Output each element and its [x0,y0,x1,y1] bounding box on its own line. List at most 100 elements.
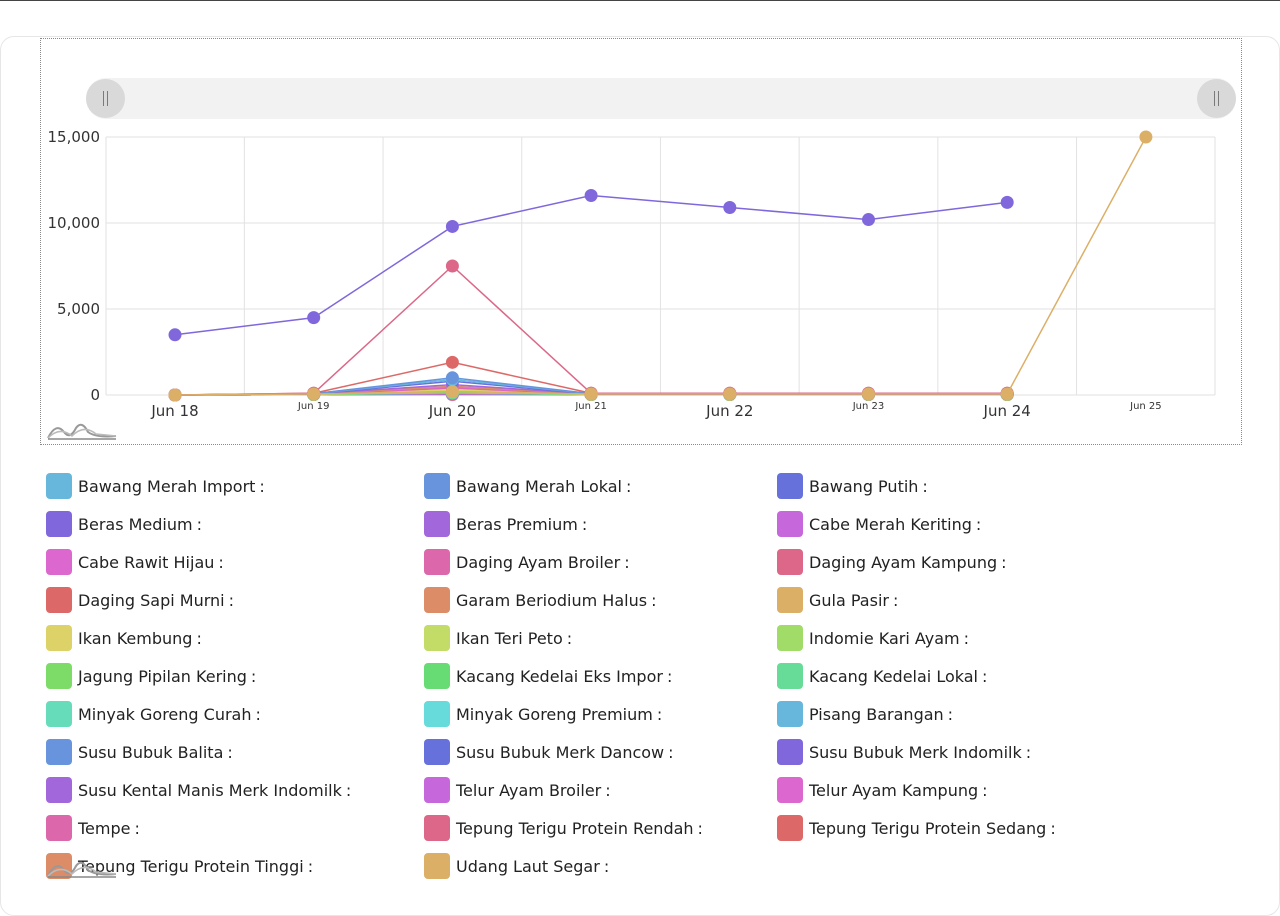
legend-value: : [981,666,988,686]
legend-value: : [227,742,233,762]
legend-item[interactable]: Minyak Goreng Premium: [424,700,662,728]
legend-label: Kacang Kedelai Eks Impor [456,666,663,686]
legend-label: Kacang Kedelai Lokal [809,666,978,686]
y-tick-label: 5,000 [57,300,100,318]
legend-item[interactable]: Susu Bubuk Balita: [46,738,233,766]
legend-item[interactable]: Kacang Kedelai Eks Impor: [424,662,672,690]
legend-item[interactable]: Kacang Kedelai Lokal: [777,662,987,690]
legend-item[interactable]: Garam Beriodium Halus: [424,586,656,614]
data-point [445,259,459,273]
legend-value: : [975,514,982,534]
x-tick-label: Jun 22 [705,402,753,420]
legend-value: : [625,476,632,496]
legend-item[interactable]: Beras Premium: [424,510,587,538]
x-tick-label: Jun 21 [574,401,607,412]
legend-swatch [424,777,450,803]
legend-swatch [777,511,803,537]
legend-label: Telur Ayam Broiler [456,780,602,800]
legend-item[interactable]: Telur Ayam Broiler: [424,776,611,804]
legend-item[interactable]: Susu Kental Manis Merk Indomilk: [46,776,351,804]
legend-label: Telur Ayam Kampung [809,780,979,800]
legend-swatch [424,853,450,879]
data-point [168,328,182,342]
legend-label: Cabe Merah Keriting [809,514,972,534]
legend-item[interactable]: Udang Laut Segar: [424,852,609,880]
legend-swatch [424,739,450,765]
legend-value: : [1050,818,1056,838]
x-tick-label: Jun 23 [852,401,885,412]
legend-swatch [777,815,803,841]
x-tick-label: Jun 19 [297,401,330,412]
x-tick-label: Jun 24 [983,402,1031,420]
legend-swatch [46,777,72,803]
legend-swatch [46,701,72,727]
legend-item[interactable]: Ikan Kembung: [46,624,202,652]
legend-item[interactable]: Pisang Barangan: [777,700,953,728]
legend-item[interactable]: Indomie Kari Ayam: [777,624,969,652]
legend-value: : [218,552,224,572]
amcharts-logo-icon [47,423,117,440]
legend-label: Susu Bubuk Balita [78,742,224,762]
legend-item[interactable]: Cabe Rawit Hijau: [46,548,224,576]
legend-value: : [656,704,663,724]
legend-item[interactable]: Ikan Teri Peto: [424,624,572,652]
legend-label: Susu Kental Manis Merk Indomilk [78,780,342,800]
legend-item[interactable]: Tempe: [46,814,140,842]
data-point [862,387,875,401]
legend-item[interactable]: Tepung Terigu Protein Rendah: [424,814,703,842]
legend-item[interactable]: Daging Ayam Kampung: [777,548,1007,576]
legend-swatch [46,587,72,613]
legend-label: Tepung Terigu Protein Rendah [456,818,694,838]
legend-item[interactable]: Bawang Putih: [777,472,928,500]
legend-value: : [255,704,261,724]
legend-swatch [46,663,72,689]
legend-swatch [777,739,803,765]
legend-value: : [922,476,928,496]
legend-value: : [345,780,352,800]
legend-value: : [1025,742,1032,762]
data-point [723,387,737,401]
legend-item[interactable]: Susu Bubuk Merk Dancow: [424,738,674,766]
legend-item[interactable]: Bawang Merah Import: [46,472,265,500]
legend-item[interactable]: Minyak Goreng Curah: [46,700,261,728]
legend-item[interactable]: Daging Sapi Murni: [46,586,234,614]
legend-label: Cabe Rawit Hijau [78,552,215,572]
legend-value: : [666,666,673,686]
legend-item[interactable]: Jagung Pipilan Kering: [46,662,256,690]
legend-item[interactable]: Bawang Merah Lokal: [424,472,631,500]
legend-value: : [1001,552,1007,572]
legend-value: : [892,590,899,610]
legend-label: Ikan Kembung [78,628,193,648]
x-tick-label: Jun 20 [428,402,476,420]
legend-item[interactable]: Telur Ayam Kampung: [777,776,988,804]
legend-label: Susu Bubuk Merk Indomilk [809,742,1022,762]
legend-label: Beras Medium [78,514,193,534]
legend-swatch [424,511,450,537]
legend-swatch [46,739,72,765]
window-top-border [0,0,1280,1]
legend-label: Udang Laut Segar [456,856,600,876]
legend-label: Daging Ayam Broiler [456,552,621,572]
legend-value: : [651,590,657,610]
chart-card [0,36,1280,916]
chart-legend: Bawang Merah Import: Bawang Merah Lokal: B… [46,472,1246,892]
legend-item[interactable]: Beras Medium: [46,510,202,538]
series-line [174,194,1008,336]
horizontal-scrollbar[interactable] [86,78,1236,119]
legend-item[interactable]: Gula Pasir: [777,586,898,614]
scrollbar-left-grip-icon[interactable] [86,79,125,118]
legend-swatch [46,815,72,841]
legend-item[interactable]: Tepung Terigu Protein Tinggi: [46,852,313,880]
legend-label: Minyak Goreng Curah [78,704,252,724]
data-point [584,188,598,202]
legend-item[interactable]: Cabe Merah Keriting: [777,510,981,538]
legend-item[interactable]: Daging Ayam Broiler: [424,548,630,576]
legend-item[interactable]: Susu Bubuk Merk Indomilk: [777,738,1031,766]
legend-value: : [963,628,969,648]
scrollbar-right-grip-icon[interactable] [1197,79,1236,118]
legend-label: Jagung Pipilan Kering [78,666,247,686]
line-chart: 0 5,000 10,000 15,000 Jun 18 Jun 19 Jun 20 Jun … [48,128,1216,420]
legend-value: : [668,742,674,762]
legend-value: : [697,818,703,838]
legend-item[interactable]: Tepung Terigu Protein Sedang: [777,814,1056,842]
